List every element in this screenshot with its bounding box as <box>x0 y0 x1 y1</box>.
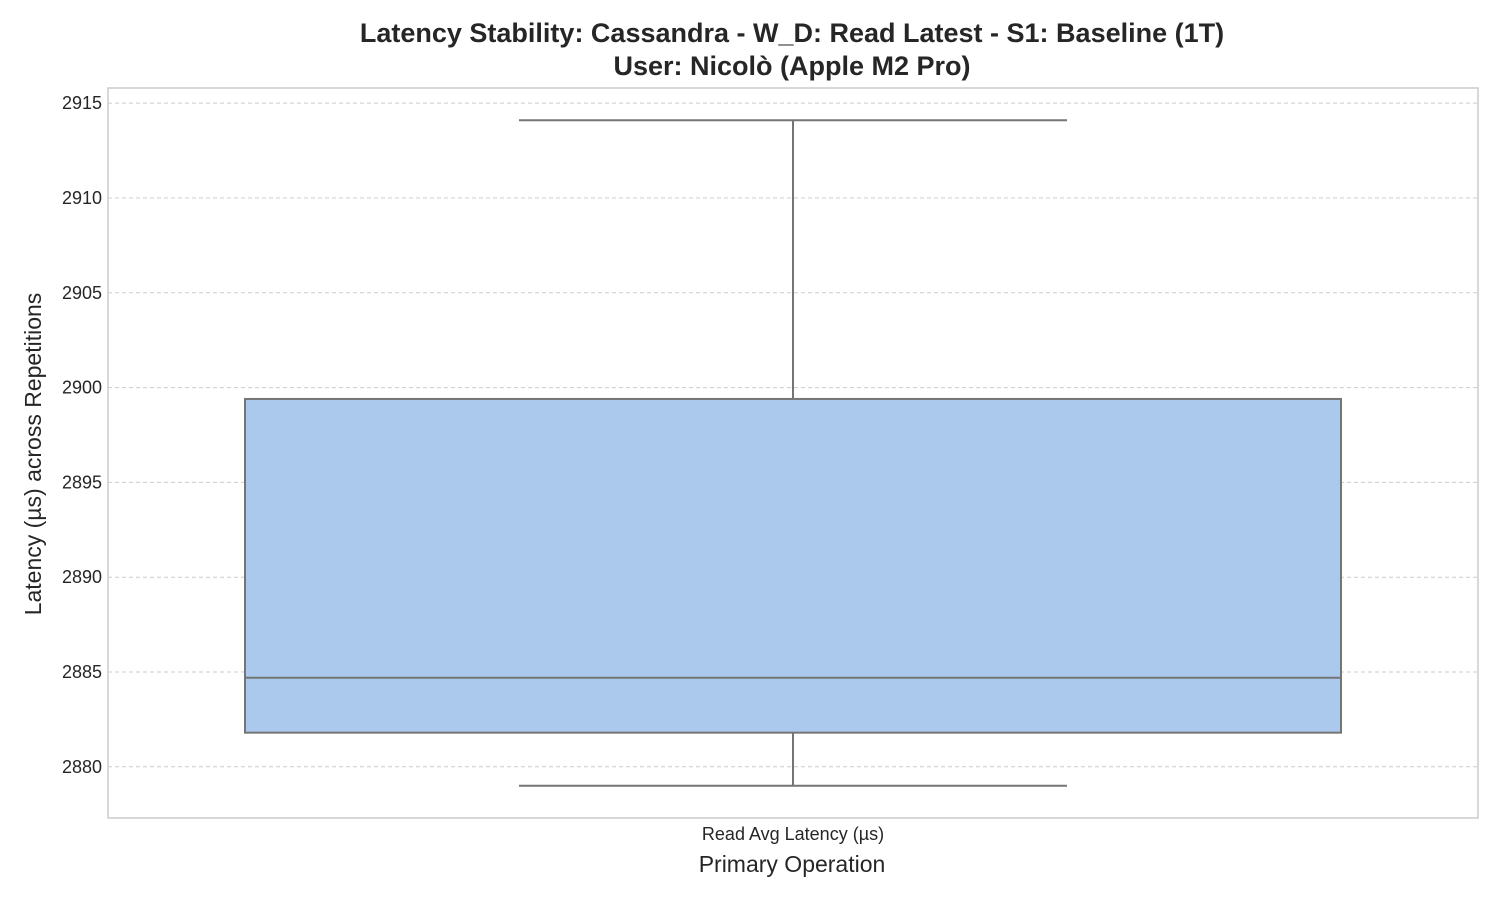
y-tick-label: 2900 <box>62 378 102 398</box>
chart-subtitle: User: Nicolò (Apple M2 Pro) <box>613 51 970 81</box>
chart-title: Latency Stability: Cassandra - W_D: Read… <box>360 18 1224 48</box>
x-tick-labels: Read Avg Latency (µs) <box>702 824 884 844</box>
y-tick-label: 2895 <box>62 472 102 492</box>
y-tick-label: 2890 <box>62 567 102 587</box>
y-tick-label: 2885 <box>62 662 102 682</box>
box-plot <box>244 119 1342 787</box>
y-tick-label: 2910 <box>62 188 102 208</box>
x-tick-label: Read Avg Latency (µs) <box>702 824 884 844</box>
y-tick-labels: 2880 2885 2890 2895 2900 2905 2910 2915 <box>62 93 102 777</box>
x-axis-label: Primary Operation <box>699 851 886 877</box>
plot-frame <box>107 87 1479 819</box>
y-tick-label: 2905 <box>62 283 102 303</box>
box-iqr <box>244 397 1342 734</box>
y-tick-label: 2915 <box>62 93 102 113</box>
y-axis-label: Latency (µs) across Repetitions <box>20 293 46 616</box>
y-tick-label: 2880 <box>62 757 102 777</box>
